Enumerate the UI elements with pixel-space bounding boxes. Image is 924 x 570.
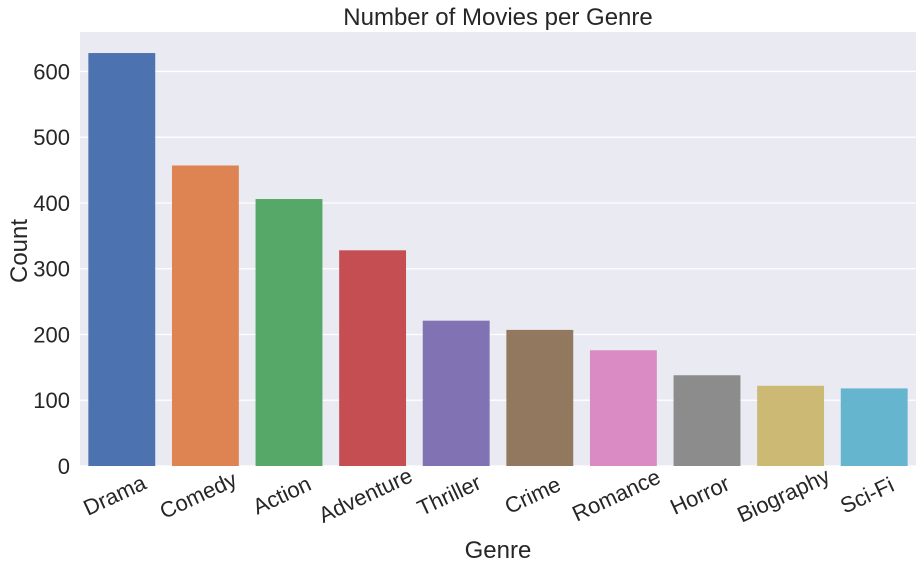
x-tick-label: Action — [249, 471, 315, 520]
bar-action — [255, 199, 323, 467]
x-tick-label: Adventure — [315, 463, 416, 528]
y-tick-label: 600 — [33, 59, 70, 84]
x-tick-label: Horror — [666, 471, 733, 520]
x-tick-label: Crime — [501, 471, 565, 518]
x-tick-label: Drama — [79, 470, 150, 521]
y-tick-label: 500 — [33, 125, 70, 150]
x-tick-label: Comedy — [156, 467, 241, 524]
bar-drama — [88, 53, 156, 467]
bar-comedy — [171, 165, 239, 466]
y-tick-label: 300 — [33, 257, 70, 282]
x-tick-label: Biography — [733, 463, 833, 528]
y-tick-label: 100 — [33, 388, 70, 413]
y-tick-label: 400 — [33, 191, 70, 216]
bar-romance — [589, 350, 657, 466]
bar-thriller — [422, 320, 490, 466]
y-tick-label: 0 — [58, 454, 70, 479]
y-tick-label: 200 — [33, 322, 70, 347]
x-axis-label: Genre — [465, 537, 532, 564]
x-tick-label: Romance — [568, 464, 664, 526]
x-tick-label: Thriller — [413, 470, 485, 521]
bar-horror — [673, 375, 741, 466]
chart-title: Number of Movies per Genre — [343, 4, 652, 31]
bar-adventure — [339, 250, 407, 466]
y-axis-label: Count — [6, 219, 33, 283]
bars — [88, 53, 908, 467]
bar-crime — [506, 329, 574, 466]
y-axis-ticks: 0 100 200 300 400 500 600 — [33, 59, 70, 479]
bar-biography — [757, 385, 825, 466]
bar-sci-fi — [840, 388, 908, 466]
x-tick-label: Sci-Fi — [836, 472, 898, 518]
